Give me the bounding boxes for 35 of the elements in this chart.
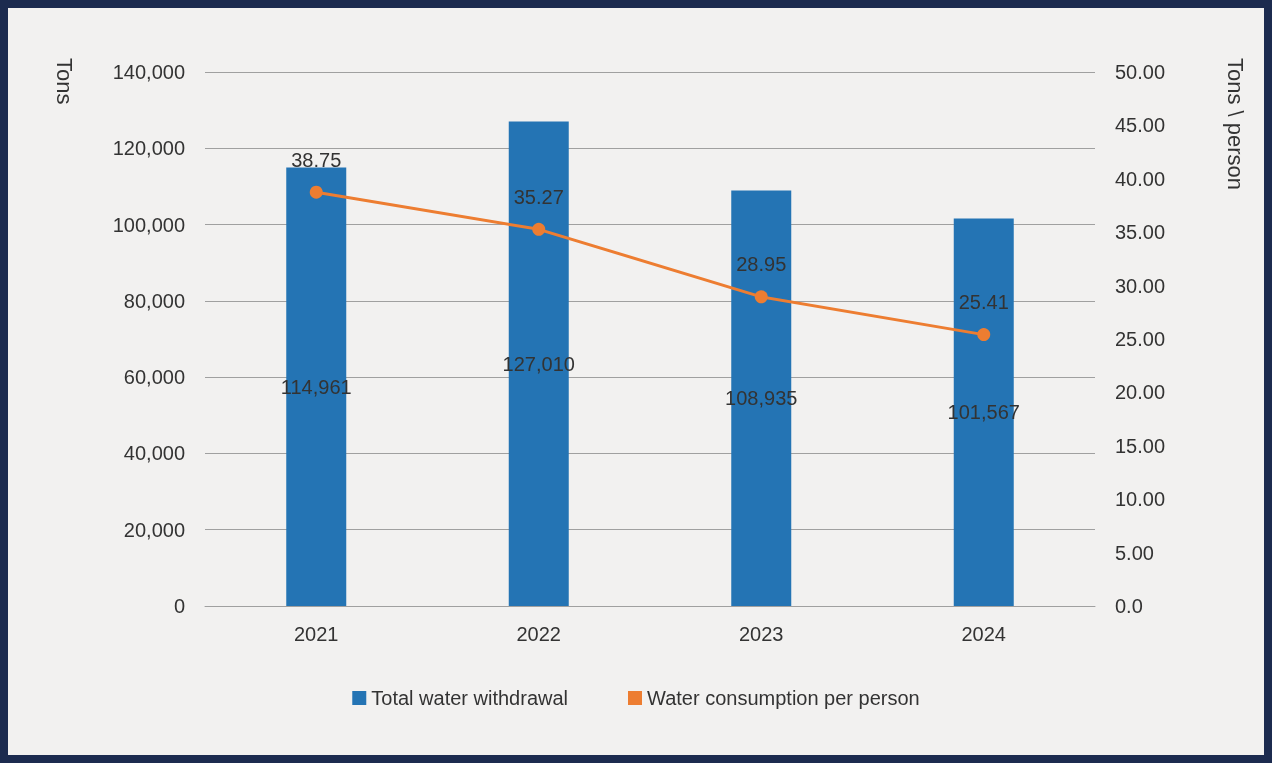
x-tick-label: 2023 — [739, 623, 784, 645]
legend-label: Total water withdrawal — [371, 687, 569, 709]
y2-tick-label: 35.00 — [1115, 221, 1166, 244]
y-axis-title: Tons — [51, 58, 77, 105]
point — [977, 328, 991, 342]
y-tick-label: 20,000 — [123, 518, 185, 541]
point — [754, 290, 768, 304]
y2-tick-label: 30.00 — [1115, 274, 1166, 297]
data-label: 38.75 — [291, 148, 342, 171]
y2-tick-label: 25.00 — [1115, 328, 1166, 350]
data-label: 25.41 — [958, 291, 1009, 314]
y-tick-label: 100,000 — [112, 213, 185, 236]
y2-tick-label: 20.00 — [1115, 381, 1166, 404]
y2-tick-label: 5.00 — [1115, 541, 1154, 564]
x-tick-label: 2024 — [961, 623, 1006, 645]
y2-tick-label: 45.00 — [1115, 114, 1166, 137]
y2-tick-label: 40.00 — [1115, 167, 1166, 190]
y-tick-label: 0 — [173, 595, 185, 617]
data-label: 28.95 — [736, 253, 787, 276]
y-tick-label: 140,000 — [112, 61, 185, 83]
y-tick-label: 60,000 — [123, 366, 185, 389]
y-tick-label: 40,000 — [123, 442, 185, 465]
data-label: 35.27 — [513, 185, 564, 208]
y-tick-label: 120,000 — [112, 137, 185, 160]
y2-tick-label: 10.00 — [1115, 488, 1166, 511]
x-tick-label: 2021 — [294, 623, 339, 645]
point — [532, 222, 546, 236]
y2-tick-label: 50.00 — [1115, 61, 1166, 83]
y-tick-label: 80,000 — [123, 289, 185, 312]
y2-axis-title: Tons \ person — [1222, 58, 1248, 191]
x-tick-label: 2022 — [516, 623, 561, 645]
y2-tick-label: 0.0 — [1115, 595, 1143, 617]
legend-label: Water consumption per person — [647, 687, 920, 709]
y2-tick-label: 15.00 — [1115, 434, 1166, 457]
point — [309, 185, 323, 199]
